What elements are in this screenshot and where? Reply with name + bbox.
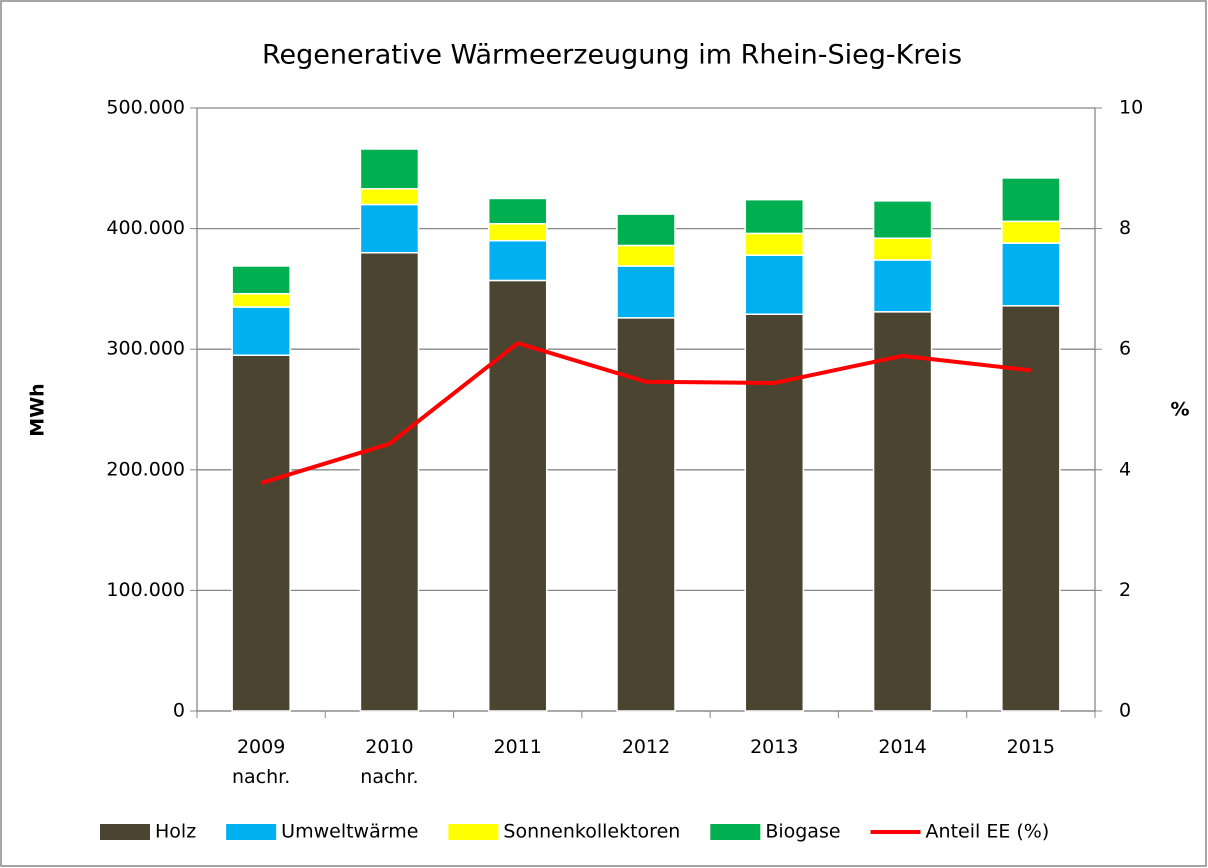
legend-label: Anteil EE (%) (926, 821, 1050, 843)
legend-swatch (448, 824, 499, 840)
y2-tick-label: 2 (1119, 579, 1131, 601)
bar-segment (359, 148, 420, 190)
y2-tick-label: 6 (1119, 338, 1131, 360)
bar-segment (359, 203, 420, 254)
bar-segment (1001, 305, 1061, 712)
x-tick-label: 2010 nachr. (360, 736, 418, 788)
legend-swatch (226, 824, 277, 840)
x-tick-label: 2015 (1007, 736, 1055, 758)
bar-segment (744, 232, 805, 256)
x-tick-label: 2012 (622, 736, 670, 758)
y-tick-label: 300.000 (106, 338, 185, 360)
bar-segment (872, 237, 933, 261)
bar-segment (1001, 242, 1061, 307)
bar-segment (1001, 177, 1061, 223)
legend-label: Umweltwärme (281, 821, 418, 843)
x-tick-label: 2014 (878, 736, 926, 758)
legend-swatch (100, 824, 150, 840)
y2-tick-label: 8 (1119, 217, 1131, 239)
x-tick-label: 2013 (750, 736, 798, 758)
y-tick-label: 0 (173, 700, 185, 722)
x-tick-label: 2009 nachr. (232, 736, 290, 788)
bar-segment (231, 306, 291, 356)
bar-segment (616, 244, 676, 267)
y-tick-label: 400.000 (106, 217, 185, 239)
y-axis-label: MWh (27, 383, 49, 436)
bar-segment (872, 200, 933, 239)
bar-segment (744, 198, 805, 235)
chart-title: Regenerative Wärmeerzeugung im Rhein-Sie… (262, 40, 962, 71)
y2-tick-label: 10 (1119, 97, 1143, 119)
line-series (260, 341, 1032, 485)
bar-segment (616, 265, 676, 319)
bar-segment (616, 213, 676, 247)
bar-segment (872, 311, 933, 712)
x-tick-label: 2011 (494, 736, 542, 758)
bar-segment (487, 223, 548, 242)
legend-label: Biogase (765, 821, 840, 843)
bar-segment (487, 197, 548, 225)
bar-segment (231, 265, 291, 295)
legend-label: Holz (155, 821, 196, 843)
bar-segment (487, 279, 548, 712)
y2-axis-label: % (1170, 399, 1189, 421)
y-tick-label: 500.000 (106, 97, 185, 119)
y-tick-label: 200.000 (106, 458, 185, 480)
y-tick-label: 100.000 (106, 579, 185, 601)
y2-tick-label: 4 (1119, 458, 1131, 480)
bar-segment (231, 292, 291, 308)
bar-segment (744, 254, 805, 315)
bar-segment (359, 188, 420, 206)
bar-segment (231, 354, 291, 712)
bar-segment (744, 313, 805, 712)
legend-label: Sonnenkollektoren (503, 821, 680, 843)
bar-segment (1001, 220, 1061, 244)
bar-segment (872, 259, 933, 313)
y2-tick-label: 0 (1119, 700, 1131, 722)
bar-segment (359, 251, 420, 712)
bar-segment (487, 239, 548, 282)
legend-swatch (710, 824, 761, 840)
